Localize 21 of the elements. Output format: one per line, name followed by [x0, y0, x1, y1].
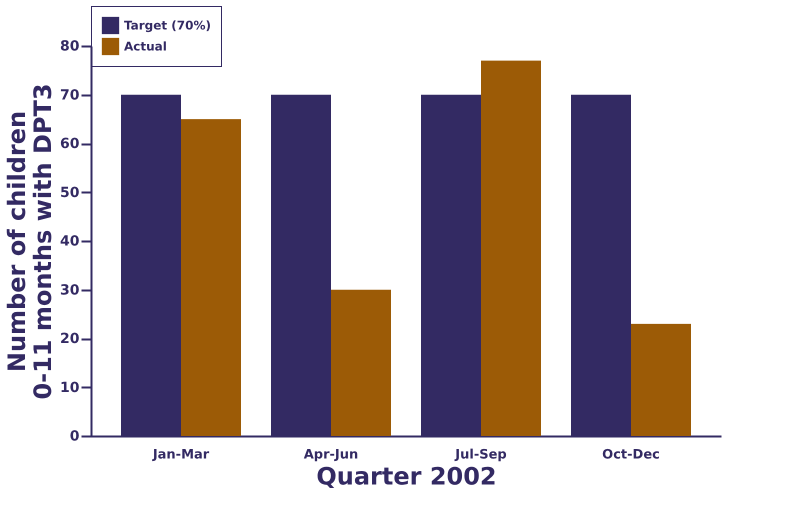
x-tick-label: Oct-Dec: [602, 448, 660, 462]
y-tick-label: 0: [70, 428, 80, 444]
bar: [481, 60, 541, 436]
y-tick-label: 70: [60, 87, 80, 104]
x-tick-label: Apr-Jun: [304, 448, 358, 462]
y-tick-label: 20: [60, 331, 80, 347]
x-tick-label: Jul-Sep: [454, 448, 507, 462]
y-tick-label: 80: [60, 38, 80, 54]
y-tick-label: 50: [60, 184, 80, 201]
bar: [331, 290, 391, 436]
x-tick-label: Jan-Mar: [152, 448, 210, 462]
legend-label: Actual: [124, 40, 167, 54]
y-tick-label: 10: [60, 380, 80, 396]
y-axis-title: Number of children 0-11 months with DPT3: [3, 83, 58, 400]
legend-label: Target (70%): [124, 18, 211, 32]
y-tick-label: 60: [60, 136, 80, 152]
bar: [631, 324, 691, 436]
y-tick-label: 40: [60, 234, 80, 250]
x-axis-title: Quarter 2002: [316, 462, 497, 490]
bar: [181, 119, 241, 436]
y-tick-label: 30: [60, 282, 80, 298]
